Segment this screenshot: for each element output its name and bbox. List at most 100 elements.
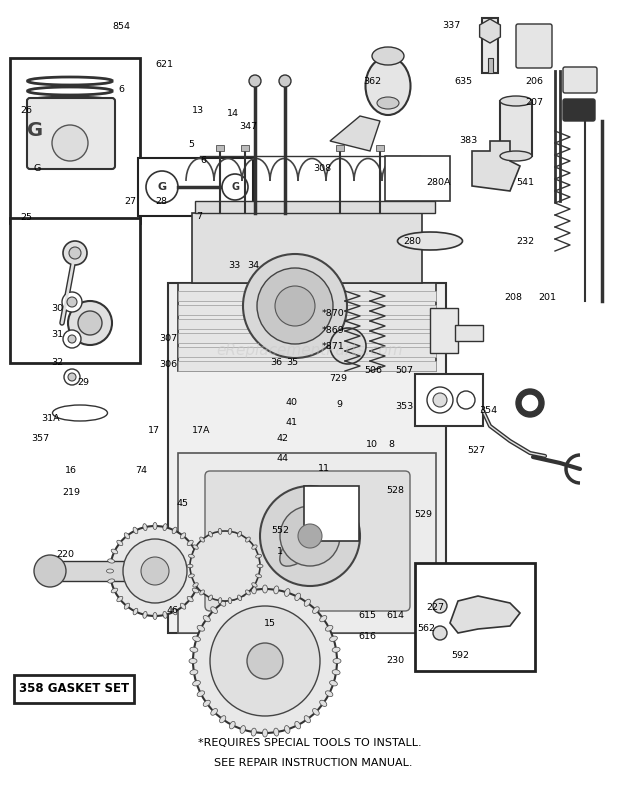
Ellipse shape <box>246 537 250 542</box>
Polygon shape <box>330 116 380 151</box>
Circle shape <box>63 241 87 265</box>
Circle shape <box>190 531 260 601</box>
Ellipse shape <box>124 603 130 610</box>
Text: 347: 347 <box>239 122 257 131</box>
Circle shape <box>298 524 322 548</box>
Circle shape <box>146 171 178 203</box>
Bar <box>336 145 344 151</box>
Text: 9: 9 <box>337 400 343 409</box>
Circle shape <box>433 393 447 407</box>
Text: 17: 17 <box>148 426 160 436</box>
Text: 529: 529 <box>414 509 432 519</box>
Ellipse shape <box>326 690 333 697</box>
Text: G: G <box>27 122 43 140</box>
Ellipse shape <box>372 47 404 65</box>
Bar <box>178 361 436 371</box>
Ellipse shape <box>320 616 327 622</box>
Text: 45: 45 <box>177 498 189 508</box>
Text: 854: 854 <box>112 22 130 31</box>
Text: G: G <box>33 163 41 173</box>
Text: 6: 6 <box>200 155 206 165</box>
Ellipse shape <box>218 529 222 534</box>
Ellipse shape <box>153 522 157 529</box>
Ellipse shape <box>397 232 463 250</box>
Bar <box>138 158 253 216</box>
Bar <box>482 18 498 73</box>
Circle shape <box>427 387 453 413</box>
Text: 552: 552 <box>271 525 290 535</box>
Ellipse shape <box>143 611 147 618</box>
Text: 208: 208 <box>504 293 523 303</box>
Bar <box>178 333 436 343</box>
Ellipse shape <box>229 593 235 601</box>
Ellipse shape <box>208 595 213 601</box>
Circle shape <box>64 369 80 385</box>
Ellipse shape <box>53 405 107 421</box>
Text: 1: 1 <box>277 546 283 556</box>
Ellipse shape <box>219 716 226 723</box>
Text: 354: 354 <box>479 405 498 415</box>
Ellipse shape <box>111 549 118 553</box>
Text: 527: 527 <box>467 445 485 455</box>
Text: 44: 44 <box>276 453 288 463</box>
Ellipse shape <box>163 524 167 530</box>
Ellipse shape <box>111 588 118 593</box>
Ellipse shape <box>240 589 246 597</box>
Bar <box>488 58 493 73</box>
Ellipse shape <box>107 569 113 573</box>
Ellipse shape <box>273 586 279 594</box>
Text: 11: 11 <box>317 464 330 473</box>
Ellipse shape <box>197 690 205 697</box>
Ellipse shape <box>332 647 340 652</box>
Ellipse shape <box>187 564 193 568</box>
Bar <box>216 145 224 151</box>
Ellipse shape <box>153 613 157 619</box>
Ellipse shape <box>333 658 341 663</box>
Ellipse shape <box>195 579 202 583</box>
Text: 30: 30 <box>51 304 63 313</box>
Ellipse shape <box>273 728 279 736</box>
Text: 621: 621 <box>155 59 174 69</box>
Ellipse shape <box>211 606 218 614</box>
Ellipse shape <box>251 728 256 736</box>
Bar <box>178 305 436 315</box>
Ellipse shape <box>190 670 198 674</box>
Text: 337: 337 <box>442 21 461 30</box>
Ellipse shape <box>295 593 301 601</box>
Text: 7: 7 <box>197 211 203 221</box>
Ellipse shape <box>203 616 210 622</box>
FancyBboxPatch shape <box>516 24 552 68</box>
Circle shape <box>67 297 77 307</box>
Text: 5: 5 <box>188 139 194 149</box>
Ellipse shape <box>188 574 194 578</box>
Bar <box>178 319 436 329</box>
Text: 6: 6 <box>118 85 124 95</box>
Ellipse shape <box>211 709 218 715</box>
Circle shape <box>69 247 81 259</box>
Bar <box>178 291 436 301</box>
Text: 227: 227 <box>426 602 445 612</box>
Text: 34: 34 <box>247 261 259 271</box>
Text: 635: 635 <box>454 77 473 87</box>
Text: 32: 32 <box>51 357 63 367</box>
Circle shape <box>433 599 447 613</box>
Ellipse shape <box>163 611 167 618</box>
Ellipse shape <box>240 726 246 734</box>
Ellipse shape <box>330 636 337 642</box>
Ellipse shape <box>200 590 205 595</box>
Ellipse shape <box>228 598 232 604</box>
Bar <box>500 101 532 156</box>
Bar <box>241 145 249 151</box>
Ellipse shape <box>180 603 186 610</box>
FancyBboxPatch shape <box>205 471 410 611</box>
Text: 31: 31 <box>51 330 63 340</box>
Text: 201: 201 <box>538 293 556 303</box>
Text: 220: 220 <box>56 549 74 559</box>
Polygon shape <box>450 596 520 633</box>
Bar <box>415 563 535 671</box>
Text: G: G <box>231 182 239 192</box>
Circle shape <box>249 75 261 87</box>
Ellipse shape <box>188 554 194 558</box>
Ellipse shape <box>180 533 186 539</box>
FancyBboxPatch shape <box>27 98 115 169</box>
